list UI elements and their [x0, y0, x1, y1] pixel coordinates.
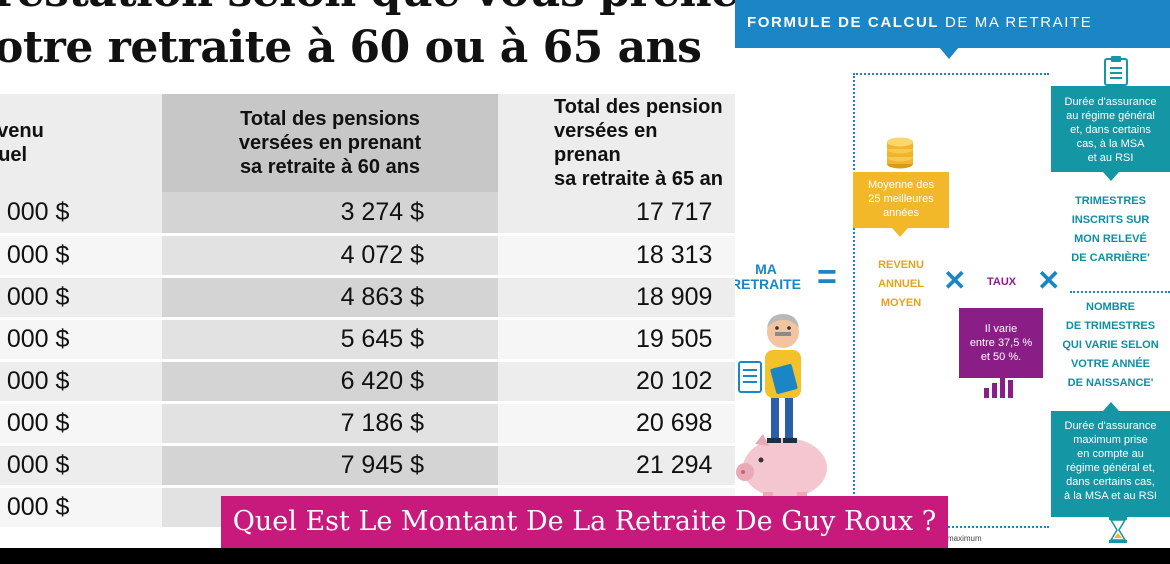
old-man-figure	[736, 314, 827, 504]
purple-info-box: Il varie entre 37,5 % et 50 %.	[959, 308, 1043, 378]
cell-p60: 7 945 $	[162, 444, 498, 488]
cell-revenu: 5 000 $	[0, 492, 70, 521]
cell-p65: 18 313	[498, 234, 735, 278]
table-row: 0 000 $ 3 274 $ 17 717	[0, 192, 735, 236]
nombre-trimestres-label: NOMBRE DE TRIMESTRES QUI VARIE SELON VOT…	[1062, 301, 1159, 389]
dotted-line	[853, 526, 1049, 528]
hourglass-icon	[1109, 517, 1127, 543]
article-title-caption: Quel Est Le Montant De La Retraite De Gu…	[221, 496, 948, 548]
cell-revenu: 0 000 $	[0, 366, 70, 395]
cell-p65: 19 505	[498, 318, 735, 362]
headline-line-1: restation selon que vous prenez	[0, 0, 735, 17]
cell-revenu: 5 000 $	[0, 408, 70, 437]
cell-revenu: 0 000 $	[0, 282, 70, 311]
cell-p65: 17 717	[498, 192, 735, 236]
table-row: 0 000 $ 6 420 $ 20 102	[0, 360, 735, 404]
col-header-65: Total des pension versées en prenan sa r…	[498, 94, 735, 192]
cell-p60: 4 863 $	[162, 276, 498, 320]
cell-revenu: 0 000 $	[0, 450, 70, 479]
headline-line-2: otre retraite à 60 ou à 65 ans	[0, 22, 702, 73]
cell-p60: 5 645 $	[162, 318, 498, 362]
table-row: 5 000 $ 5 645 $ 19 505	[0, 318, 735, 362]
multiply-icon: ✕	[1037, 265, 1061, 296]
taux-label: TAUX	[987, 276, 1017, 288]
cell-revenu: 5 000 $	[0, 240, 70, 269]
multiply-icon: ✕	[943, 265, 967, 296]
coin-stack-icon	[887, 137, 913, 169]
piggy-bank-icon	[736, 434, 827, 504]
dotted-line	[1070, 291, 1170, 293]
yellow-info-box: Moyenne des 25 meilleures années	[853, 172, 949, 228]
col-header-60: Total des pensions versées en prenant sa…	[162, 94, 498, 192]
yellow-box-pointer	[892, 228, 908, 237]
pension-table: evenu nuel Total des pensions versées en…	[0, 94, 735, 530]
col-header-revenu: evenu nuel	[0, 94, 162, 192]
teal-box-pointer	[1103, 172, 1119, 181]
table-row: 5 000 $ 7 186 $ 20 698	[0, 402, 735, 446]
cell-p65: 21 294	[498, 444, 735, 488]
cell-p60: 6 420 $	[162, 360, 498, 404]
cell-p60: 3 274 $	[162, 192, 498, 236]
bottom-black-bar	[0, 548, 1170, 564]
cell-p65: 20 698	[498, 402, 735, 446]
table-row: 5 000 $ 4 072 $ 18 313	[0, 234, 735, 278]
cell-p65: 18 909	[498, 276, 735, 320]
newspaper-clipping: restation selon que vous prenez otre ret…	[0, 0, 735, 548]
teal-info-box-top: Durée d'assurance au régime général et, …	[1051, 86, 1170, 172]
equals-sign: =	[817, 258, 837, 296]
cell-revenu: 0 000 $	[0, 197, 70, 226]
teal-box-pointer	[1103, 402, 1119, 411]
cell-p65: 20 102	[498, 360, 735, 404]
table-row: 0 000 $ 7 945 $ 21 294	[0, 444, 735, 488]
trimestres-inscrits-label: TRIMESTRES INSCRITS SUR MON RELEVÉ DE CA…	[1071, 195, 1150, 264]
cell-p60: 4 072 $	[162, 234, 498, 278]
retirement-formula-infographic: FORMULE DE CALCUL DE MA RETRAITE Moyenne…	[735, 0, 1170, 548]
footnote-maximum: maximum	[947, 534, 982, 543]
table-row: 0 000 $ 4 863 $ 18 909	[0, 276, 735, 320]
dotted-line	[853, 73, 855, 533]
checklist-icon	[1104, 56, 1128, 86]
revenu-annuel-moyen-label: REVENU ANNUEL MOYEN	[878, 259, 924, 309]
infographic-banner: FORMULE DE CALCUL DE MA RETRAITE	[735, 0, 1170, 48]
ma-retraite-label: MA RETRAITE	[735, 261, 801, 292]
teal-info-box-bottom: Durée d'assurance maximum prise en compt…	[1051, 411, 1170, 517]
dotted-line	[853, 73, 1049, 75]
bar-chart-icon	[984, 374, 1013, 398]
cell-revenu: 5 000 $	[0, 324, 70, 353]
cell-p60: 7 186 $	[162, 402, 498, 446]
banner-pointer	[939, 47, 959, 59]
